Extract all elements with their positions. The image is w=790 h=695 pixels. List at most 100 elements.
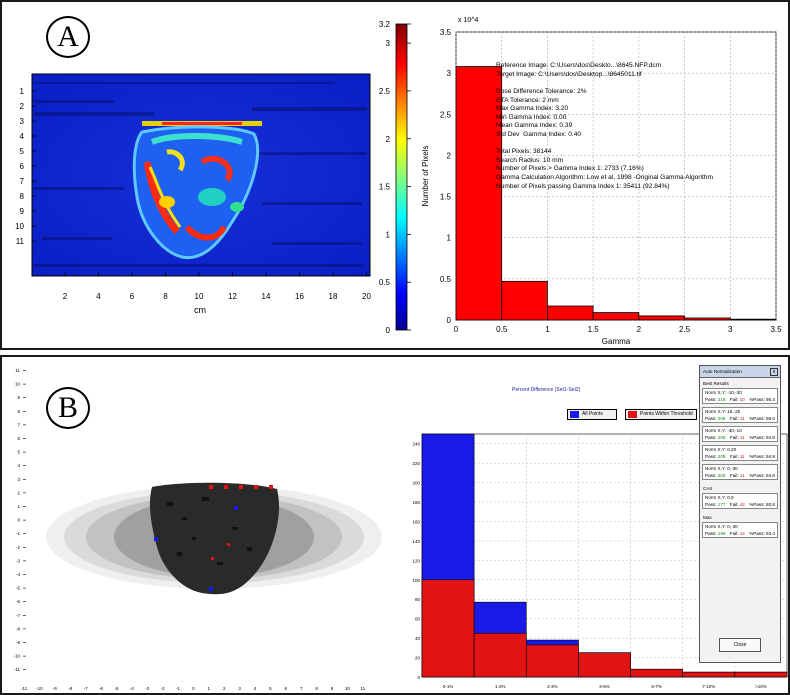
legend-blue-swatch <box>570 411 579 418</box>
norm-result-row[interactable]: Norm X,Y: -10,-30 Pass: 216 Fail: 10 %Pass:… <box>702 388 778 404</box>
colorbar-ticks: 3.2 3 2.5 2 1.5 1 0.5 0 <box>379 20 411 335</box>
fail-count: 11 <box>739 454 745 459</box>
profile-y-tick-label: 4 <box>17 463 20 468</box>
norm-xy-label: Norm X,Y: 0,20 <box>705 447 737 452</box>
hist-a-bar <box>547 305 594 321</box>
gamma-info-line: Reference Image: C:\Users\dos\Deskto...\… <box>496 62 662 70</box>
norm-result-row[interactable]: Norm X,Y: 0,-30 Pass: 199 Fail: 14 %Pass: 9… <box>702 522 778 538</box>
gamma-info-text: Reference Image: C:\Users\dos\Deskto...\… <box>496 45 713 208</box>
gamma-info-line <box>496 140 713 149</box>
gamma-info-line: Search Radius: 10 mm <box>496 156 564 164</box>
pass-percent: %Pass: 95.0 <box>749 416 775 421</box>
profile-y-tick-label: 3 <box>17 477 20 482</box>
gamma-info-line: Min Gamma Index: 0.00 <box>496 113 567 121</box>
norm-xy-label: Norm X,Y: -10,-30 <box>705 390 742 395</box>
hist-b-y-tick-label: 60 <box>415 617 421 622</box>
hist-a-y-tick-label: 3 <box>447 69 452 78</box>
pass-percent: %Pass: 94.9 <box>749 454 775 459</box>
gamma-map-y-tick-label: 9 <box>20 207 25 216</box>
profile-x-tick-label: -3 <box>145 686 149 691</box>
gamma-map-y-tick-label: 1 <box>20 87 25 96</box>
pass-label: Pass: <box>705 473 718 478</box>
profile-y-tick-label: -7 <box>16 613 20 618</box>
gamma-map-x-label: cm <box>194 305 206 315</box>
profile-y-tick-label: -9 <box>16 640 20 645</box>
gamma-map-y-tick-label: 7 <box>20 177 25 186</box>
fail-label: Fail: <box>729 502 740 507</box>
gamma-map-x-ticks: 2 4 6 8 10 12 14 16 18 20 <box>63 272 371 301</box>
hist-a-y-tick-label: 0 <box>447 316 452 325</box>
hist-b-y-tick-label: 220 <box>412 461 420 466</box>
profile-x-tick-label: 8 <box>315 686 318 691</box>
max-label: Max <box>703 515 712 520</box>
profile-x-tick-label: -10 <box>36 686 43 691</box>
gamma-map-x-tick-label: 14 <box>262 292 271 301</box>
gamma-info-line: Target Image: C:\Users\dos\Desktop...\86… <box>496 70 642 78</box>
colorbar-tick-label: 2.5 <box>379 87 391 96</box>
gamma-info-line: Mean Gamma Index: 0.39 <box>496 122 573 130</box>
hist-b-category-label: 1-2% <box>495 684 506 689</box>
gamma-map-x-tick-label: 2 <box>63 292 68 301</box>
fail-count: 42 <box>739 502 745 507</box>
close-icon[interactable]: x <box>770 368 778 376</box>
gamma-map-y-ticks: 1 2 3 4 5 6 7 8 9 10 11 <box>15 87 36 246</box>
hist-a-bar <box>592 312 640 321</box>
profile-x-ticks: -11 -10 -9 -8 -7 -6 -5 -4 -3 -2 -1 0 1 2 3 4 5 6 7 8 9 10 11 <box>21 686 366 691</box>
colorbar-tick-label: 0 <box>386 326 391 335</box>
profile-x-tick-label: 0 <box>192 686 195 691</box>
fail-count: 11 <box>739 416 745 421</box>
profile-x-tick-label: 6 <box>285 686 288 691</box>
pass-count: 216 <box>717 397 726 402</box>
norm-xy-label: Norm X,Y: 0,-30 <box>705 466 738 471</box>
gamma-map-x-tick-label: 10 <box>195 292 204 301</box>
gamma-map-x-tick-label: 12 <box>228 292 237 301</box>
hist-b-y-tick-label: 200 <box>412 481 420 486</box>
norm-result-row[interactable]: Norm X,Y: 15,-25 Pass: 208 Fail: 11 %Pass: … <box>702 407 778 423</box>
gamma-info-line: Gamma Calculation Algorithm: Low et al, … <box>496 173 713 181</box>
hist-a-bar <box>729 318 777 321</box>
gamma-info-line: Number of Pixels > Gamma Index 1: 2733 (… <box>496 165 644 173</box>
dialog-title: Auto Normalization <box>703 369 742 374</box>
fail-count: 10 <box>739 397 745 402</box>
profile-y-tick-label: 9 <box>17 395 20 400</box>
pass-label: Pass: <box>705 435 718 440</box>
profile-y-tick-label: 5 <box>17 450 20 455</box>
dialog-titlebar: Auto Normalization x <box>700 366 780 378</box>
hist-b-category-label: 2-3% <box>547 684 558 689</box>
norm-result-row[interactable]: Norm X,Y: 0,0 Pass: 177 Fail: 42 %Pass: 80.… <box>702 493 778 509</box>
hist-a-y-tick-label: 1 <box>447 234 452 243</box>
gamma-map-y-tick-label: 4 <box>20 132 25 141</box>
close-button[interactable]: Close <box>719 638 761 652</box>
profile-x-tick-label: -9 <box>53 686 57 691</box>
colorbar-tick-label: 0.5 <box>379 278 391 287</box>
hist-b-bar-within-threshold <box>473 632 527 678</box>
fail-label: Fail: <box>729 435 740 440</box>
gamma-map-y-tick-label: 3 <box>20 117 25 126</box>
hist-a-y-tick-label: 1.5 <box>440 193 452 202</box>
hist-a-x-tick-label: 0 <box>454 325 459 334</box>
hist-a-y-tick-label: 2.5 <box>440 110 452 119</box>
colorbar-tick-label: 2 <box>386 135 391 144</box>
profile-y-tick-label: 0 <box>17 518 20 523</box>
gamma-info-line: Number of Pixels passing Gamma Index 1: … <box>496 182 670 190</box>
hist-b-bar-within-threshold <box>525 644 579 678</box>
norm-result-row[interactable]: Norm X,Y: 0,20 Pass: 205 Fail: 11 %Pass: 94… <box>702 445 778 461</box>
hist-b-y-tick-label: 80 <box>415 597 421 602</box>
hist-b-y-tick-label: 240 <box>412 442 420 447</box>
colorbar-tick-label: 3.2 <box>379 20 391 29</box>
hist-a-bar <box>638 315 685 321</box>
profile-y-tick-label: -10 <box>13 654 20 659</box>
hist-b-y-tick-label: 140 <box>412 539 420 544</box>
hist-a-x-tick-label: 3.5 <box>770 325 782 334</box>
colorbar-tick-label: 1 <box>386 230 391 239</box>
gamma-map-y-tick-label: 11 <box>16 237 25 246</box>
profile-x-tick-label: -11 <box>21 686 28 691</box>
norm-result-row[interactable]: Norm X,Y: -30,-10 Pass: 205 Fail: 11 %Pass:… <box>702 426 778 442</box>
best-results-label: Best Results <box>703 381 729 386</box>
hist-b-y-tick-label: 180 <box>412 500 420 505</box>
hist-b-y-tick-label: 160 <box>412 519 420 524</box>
profile-y-tick-label: 6 <box>17 436 20 441</box>
norm-result-row[interactable]: Norm X,Y: 0,-30 Pass: 202 Fail: 11 %Pass: 9… <box>702 464 778 480</box>
